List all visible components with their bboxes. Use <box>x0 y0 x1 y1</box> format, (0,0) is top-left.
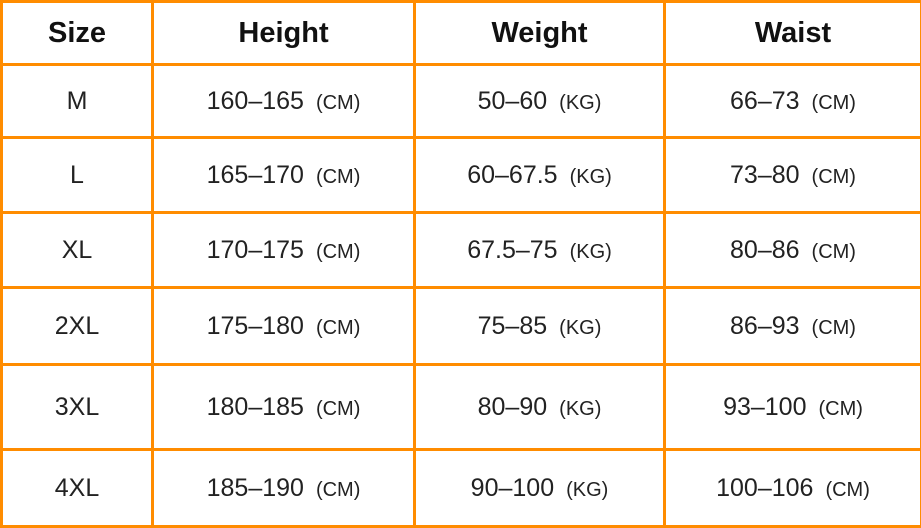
height-cell: 175–180 (CM) <box>151 286 416 366</box>
height-cell: 185–190 (CM) <box>151 448 416 528</box>
weight-value: 67.5–75 <box>467 235 558 264</box>
table-row: M 160–165 (CM) 50–60 (KG) 66–73 (CM) <box>0 63 921 139</box>
height-unit: (CM) <box>315 397 361 420</box>
waist-value: 86–93 <box>730 311 800 340</box>
size-cell: 2XL <box>0 286 154 366</box>
table-row: 4XL 185–190 (CM) 90–100 (KG) 100–106 (CM) <box>0 448 921 528</box>
table-row: 3XL 180–185 (CM) 80–90 (KG) 93–100 (CM) <box>0 363 921 451</box>
waist-unit: (CM) <box>811 165 856 188</box>
size-value: 2XL <box>54 311 100 340</box>
height-cell: 165–170 (CM) <box>151 136 416 214</box>
size-value: XL <box>61 235 93 264</box>
weight-value: 80–90 <box>477 392 548 421</box>
height-unit: (CM) <box>315 478 361 501</box>
size-value: L <box>70 160 84 189</box>
height-value: 160–165 <box>206 86 304 115</box>
waist-cell: 80–86 (CM) <box>663 211 921 289</box>
height-unit: (CM) <box>315 91 361 114</box>
weight-cell: 50–60 (KG) <box>413 63 666 139</box>
height-value: 175–180 <box>206 311 304 340</box>
header-row: Size Height Weight Waist <box>0 0 921 66</box>
height-cell: 170–175 (CM) <box>151 211 416 289</box>
height-value: 185–190 <box>206 473 304 502</box>
weight-value: 75–85 <box>477 311 548 340</box>
size-cell: M <box>0 63 154 139</box>
size-value: M <box>66 86 88 115</box>
header-size: Size <box>0 0 154 66</box>
waist-unit: (CM) <box>818 397 863 420</box>
header-height: Height <box>151 0 416 66</box>
height-unit: (CM) <box>315 240 361 263</box>
size-cell: 4XL <box>0 448 154 528</box>
weight-value: 90–100 <box>470 473 555 502</box>
header-weight: Weight <box>413 0 666 66</box>
weight-unit: (KG) <box>569 165 612 188</box>
waist-unit: (CM) <box>811 240 856 263</box>
waist-value: 66–73 <box>730 86 800 115</box>
size-cell: XL <box>0 211 154 289</box>
waist-unit: (CM) <box>811 316 856 339</box>
table-row: XL 170–175 (CM) 67.5–75 (KG) 80–86 (CM) <box>0 211 921 289</box>
weight-unit: (KG) <box>566 478 609 501</box>
weight-cell: 60–67.5 (KG) <box>413 136 666 214</box>
waist-value: 100–106 <box>716 473 814 502</box>
weight-unit: (KG) <box>559 316 602 339</box>
height-cell: 180–185 (CM) <box>151 363 416 451</box>
height-unit: (CM) <box>315 165 361 188</box>
weight-cell: 75–85 (KG) <box>413 286 666 366</box>
height-value: 170–175 <box>206 235 304 264</box>
waist-unit: (CM) <box>825 478 870 501</box>
waist-value: 93–100 <box>723 392 807 421</box>
waist-cell: 86–93 (CM) <box>663 286 921 366</box>
weight-unit: (KG) <box>559 91 602 114</box>
weight-cell: 90–100 (KG) <box>413 448 666 528</box>
height-value: 180–185 <box>206 392 304 421</box>
weight-cell: 80–90 (KG) <box>413 363 666 451</box>
height-value: 165–170 <box>206 160 304 189</box>
size-value: 3XL <box>54 392 100 421</box>
table-row: 2XL 175–180 (CM) 75–85 (KG) 86–93 (CM) <box>0 286 921 366</box>
size-cell: L <box>0 136 154 214</box>
waist-value: 73–80 <box>730 160 800 189</box>
header-waist: Waist <box>663 0 921 66</box>
waist-cell: 100–106 (CM) <box>663 448 921 528</box>
waist-cell: 73–80 (CM) <box>663 136 921 214</box>
weight-unit: (KG) <box>569 240 612 263</box>
weight-value: 50–60 <box>477 86 548 115</box>
waist-cell: 93–100 (CM) <box>663 363 921 451</box>
weight-value: 60–67.5 <box>467 160 558 189</box>
height-unit: (CM) <box>315 316 361 339</box>
waist-value: 80–86 <box>730 235 800 264</box>
weight-unit: (KG) <box>559 397 602 420</box>
size-cell: 3XL <box>0 363 154 451</box>
table-row: L 165–170 (CM) 60–67.5 (KG) 73–80 (CM) <box>0 136 921 214</box>
size-value: 4XL <box>54 473 100 502</box>
height-cell: 160–165 (CM) <box>151 63 416 139</box>
waist-cell: 66–73 (CM) <box>663 63 921 139</box>
weight-cell: 67.5–75 (KG) <box>413 211 666 289</box>
waist-unit: (CM) <box>811 91 856 114</box>
